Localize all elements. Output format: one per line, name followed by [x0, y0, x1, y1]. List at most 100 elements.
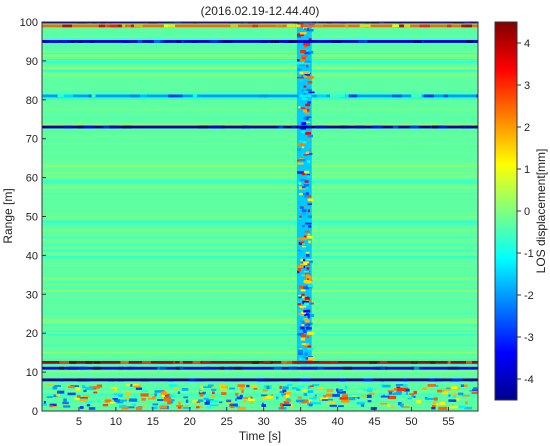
heatmap-speckle	[251, 22, 256, 24]
x-axis-label: Time [s]	[239, 429, 281, 443]
heatmap-speckle	[116, 401, 124, 404]
heatmap-speckle	[147, 22, 158, 24]
heatmap-texture	[42, 218, 478, 221]
heatmap-speckle	[306, 267, 309, 270]
heatmap-speckle	[297, 270, 300, 274]
heatmap-texture	[42, 43, 478, 45]
heatmap-speckle	[256, 378, 267, 382]
heatmap-speckle	[405, 391, 408, 396]
heatmap-speckle	[304, 170, 310, 174]
heatmap-speckle	[419, 40, 424, 43]
heatmap-speckle	[305, 116, 312, 118]
heatmap-speckle	[252, 24, 258, 28]
heatmap-speckle	[224, 378, 228, 382]
heatmap-speckle	[192, 94, 198, 98]
heatmap-speckle	[43, 40, 49, 43]
heatmap-speckle	[305, 273, 311, 275]
heatmap-speckle	[303, 71, 310, 75]
heatmap-speckle	[432, 405, 436, 408]
heatmap-speckle	[439, 401, 446, 405]
y-tick-label: 80	[26, 95, 38, 107]
heatmap-speckle	[120, 360, 129, 364]
heatmap-speckle	[298, 249, 301, 252]
heatmap-speckle	[301, 324, 305, 327]
heatmap-texture	[42, 333, 478, 335]
heatmap-speckle	[432, 401, 436, 405]
heatmap-texture	[42, 223, 478, 225]
heatmap-speckle	[276, 396, 279, 400]
heatmap-speckle	[248, 397, 251, 400]
heatmap-speckle	[306, 261, 310, 264]
heatmap-speckle	[387, 403, 390, 407]
heatmap-speckle	[163, 360, 174, 364]
colorbar-tick-label: 1	[524, 164, 530, 176]
heatmap-speckle	[102, 403, 109, 407]
heatmap-speckle	[198, 391, 206, 394]
heatmap-speckle	[305, 187, 309, 190]
heatmap-speckle	[122, 40, 130, 43]
heatmap-speckle	[306, 192, 309, 195]
heatmap-speckle	[306, 252, 310, 256]
heatmap-texture	[42, 164, 478, 168]
heatmap-speckle	[62, 401, 69, 405]
heatmap-speckle	[124, 397, 130, 400]
heatmap-speckle	[308, 299, 312, 302]
heatmap-speckle	[308, 398, 312, 402]
heatmap-texture	[42, 313, 478, 316]
heatmap-speckle	[336, 391, 346, 394]
heatmap-speckle	[367, 400, 372, 403]
heatmap-speckle	[442, 388, 451, 391]
heatmap-speckle	[133, 385, 142, 388]
heatmap-speckle	[301, 225, 305, 227]
heatmap-speckle	[98, 24, 106, 28]
heatmap-speckle	[379, 360, 388, 364]
heatmap-speckle	[307, 331, 315, 335]
heatmap-speckle	[308, 404, 313, 407]
heatmap-speckle	[378, 22, 384, 24]
heatmap-speckle	[356, 401, 365, 405]
heatmap-speckle	[305, 148, 310, 152]
heatmap-speckle	[307, 203, 312, 206]
heatmap-texture	[42, 135, 478, 137]
heatmap-speckle	[219, 384, 226, 387]
heatmap-speckle	[304, 271, 310, 273]
heatmap-speckle	[303, 42, 311, 46]
heatmap-speckle	[279, 385, 282, 389]
x-tick-label: 40	[331, 416, 343, 428]
heatmap-speckle	[282, 404, 291, 407]
heatmap-speckle	[299, 348, 303, 351]
heatmap-speckle	[93, 360, 101, 364]
heatmap-speckle	[302, 358, 306, 360]
heatmap-speckle	[281, 360, 288, 364]
heatmap-speckle	[303, 309, 311, 313]
heatmap-speckle	[198, 405, 203, 408]
heatmap-speckle	[120, 399, 127, 402]
heatmap-speckle	[438, 125, 447, 129]
heatmap-speckle	[431, 406, 436, 410]
heatmap-speckle	[299, 241, 305, 244]
heatmap-speckle	[179, 366, 184, 370]
heatmap-speckle	[300, 107, 305, 110]
heatmap-speckle	[315, 366, 324, 370]
heatmap-speckle	[217, 404, 221, 407]
heatmap-speckle	[307, 76, 314, 79]
heatmap-speckle	[307, 215, 312, 218]
heatmap-speckle	[432, 378, 443, 382]
heatmap-speckle	[136, 404, 146, 407]
heatmap-texture	[42, 329, 478, 331]
heatmap-speckle	[338, 389, 344, 392]
heatmap-texture	[42, 131, 478, 133]
heatmap-speckle	[462, 394, 470, 397]
heatmap-speckle	[297, 201, 302, 205]
heatmap-speckle	[297, 349, 303, 353]
heatmap-texture	[42, 58, 478, 61]
heatmap-speckle	[360, 403, 365, 407]
heatmap-speckle	[270, 40, 279, 43]
heatmap-speckle	[303, 109, 308, 113]
heatmap-speckle	[284, 391, 291, 396]
heatmap-speckle	[303, 50, 310, 52]
heatmap-speckle	[295, 24, 301, 28]
heatmap-speckle	[198, 399, 204, 402]
heatmap-speckle	[363, 378, 373, 382]
